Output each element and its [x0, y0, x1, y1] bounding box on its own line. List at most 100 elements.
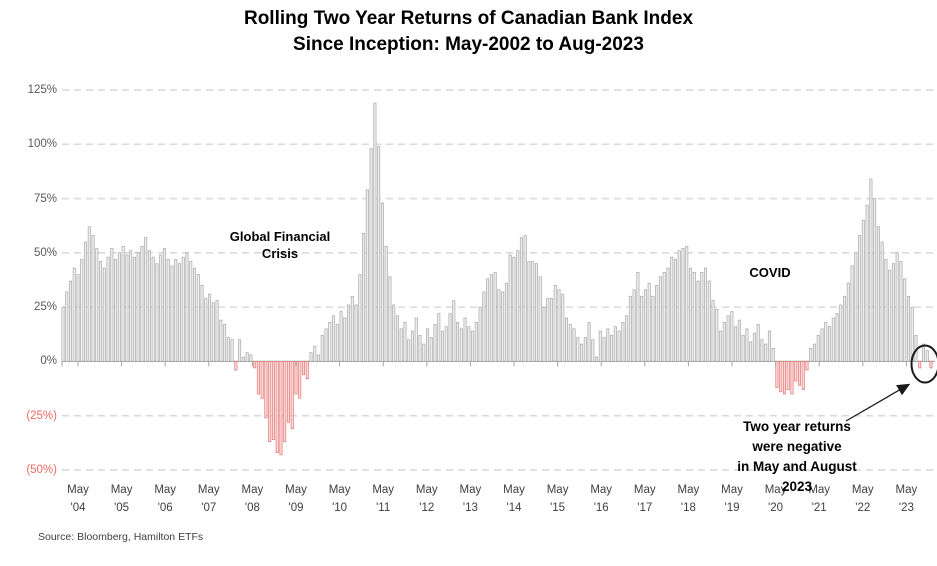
bar — [155, 263, 159, 362]
y-axis-label: 75% — [33, 192, 57, 205]
bar — [831, 317, 835, 362]
bar — [625, 315, 629, 362]
bar — [102, 267, 106, 362]
bar — [726, 315, 730, 362]
bar — [241, 356, 245, 362]
y-axis-label: (50%) — [26, 463, 57, 476]
bar — [730, 311, 734, 362]
x-axis-label: May '19 — [721, 484, 743, 514]
bar — [422, 343, 426, 362]
bar — [200, 285, 204, 362]
bar — [91, 235, 95, 362]
bar — [903, 278, 907, 362]
bar — [512, 256, 516, 362]
bar — [846, 282, 850, 362]
bar — [76, 274, 80, 362]
x-axis-label: May '20 — [764, 484, 787, 514]
bar — [835, 313, 839, 362]
x-axis-label: May '04 — [67, 484, 89, 514]
bar — [324, 328, 328, 362]
bar — [685, 245, 689, 362]
bar — [583, 337, 587, 362]
bar — [534, 263, 538, 362]
bar — [437, 313, 441, 362]
bar — [891, 263, 895, 362]
bar — [298, 361, 302, 399]
x-axis-label: May '06 — [154, 484, 177, 514]
bar — [865, 204, 869, 362]
bar — [279, 361, 283, 456]
bar — [264, 361, 268, 419]
bar — [147, 250, 151, 362]
bar — [737, 319, 741, 362]
bar — [549, 298, 553, 362]
bar — [403, 321, 407, 362]
bar — [407, 339, 411, 362]
bar — [275, 361, 279, 453]
bar — [662, 272, 666, 362]
bar — [317, 354, 321, 362]
bar — [828, 326, 832, 362]
bar — [410, 330, 414, 362]
bar — [84, 241, 88, 362]
bar — [380, 202, 384, 362]
x-axis-label: May '10 — [328, 484, 351, 514]
bar — [749, 341, 753, 362]
bar — [72, 267, 76, 362]
bar — [392, 304, 396, 362]
bar — [613, 326, 617, 362]
bar — [452, 300, 456, 362]
annotation-covid: COVID — [749, 265, 791, 280]
bar — [309, 352, 313, 362]
bar — [162, 248, 166, 362]
y-axis-label: 0% — [40, 355, 57, 368]
gridlines — [62, 89, 935, 471]
bar — [542, 306, 546, 362]
bar — [527, 261, 531, 362]
bar — [565, 317, 569, 362]
bar — [876, 226, 880, 362]
x-axis-label: May '09 — [285, 484, 307, 514]
bar — [238, 339, 242, 362]
y-axis-label: 100% — [27, 138, 57, 151]
bar — [136, 252, 140, 362]
bar — [151, 256, 155, 362]
bar — [471, 330, 475, 362]
bars — [61, 102, 933, 456]
bar — [557, 289, 561, 362]
bar — [196, 274, 200, 362]
x-axis — [61, 361, 907, 367]
bar — [95, 248, 99, 362]
bar — [448, 313, 452, 362]
bar — [632, 289, 636, 362]
source-note: Source: Bloomberg, Hamilton ETFs — [38, 531, 204, 543]
x-axis-label: May '05 — [110, 484, 133, 514]
bar — [159, 254, 163, 362]
bar — [929, 361, 933, 369]
bar — [531, 261, 535, 362]
bar — [587, 321, 591, 362]
bar — [478, 306, 482, 362]
bar — [767, 330, 771, 362]
bar — [523, 235, 527, 362]
bar — [696, 280, 700, 362]
bar — [813, 343, 817, 362]
bar — [745, 328, 749, 362]
bar — [256, 361, 260, 395]
bar — [602, 337, 606, 362]
bar — [114, 258, 118, 362]
bar — [249, 354, 253, 362]
bar — [474, 321, 478, 362]
x-axis-label: May '15 — [546, 484, 569, 514]
annotation-arrow — [845, 383, 911, 422]
bar — [790, 361, 794, 395]
annotation-negative-returns-note: Two year returns were negative in May an… — [727, 417, 867, 497]
bar — [358, 274, 362, 362]
bar — [193, 267, 197, 362]
bar — [129, 250, 133, 362]
bar — [418, 334, 422, 362]
bar — [576, 337, 580, 362]
bar — [140, 245, 144, 362]
bar — [286, 361, 290, 423]
bar — [606, 328, 610, 362]
